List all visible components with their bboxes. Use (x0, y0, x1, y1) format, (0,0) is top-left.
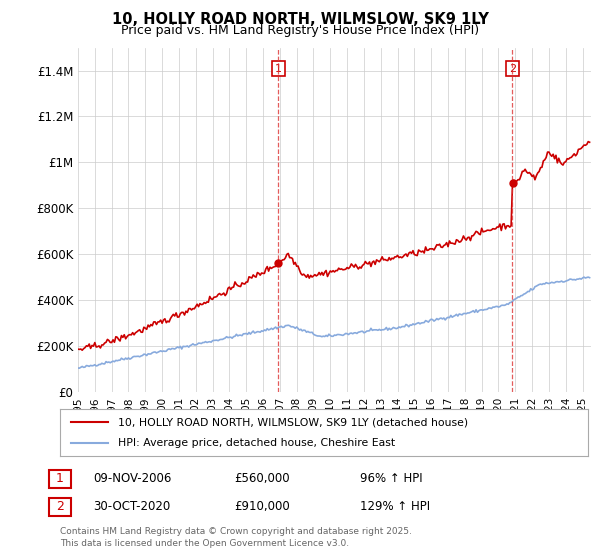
Text: Price paid vs. HM Land Registry's House Price Index (HPI): Price paid vs. HM Land Registry's House … (121, 24, 479, 36)
Text: 129% ↑ HPI: 129% ↑ HPI (360, 500, 430, 514)
FancyBboxPatch shape (49, 498, 71, 516)
Text: Contains HM Land Registry data © Crown copyright and database right 2025.
This d: Contains HM Land Registry data © Crown c… (60, 527, 412, 548)
Text: 1: 1 (56, 472, 64, 486)
Text: 2: 2 (56, 500, 64, 514)
Text: 09-NOV-2006: 09-NOV-2006 (93, 472, 172, 486)
Text: 96% ↑ HPI: 96% ↑ HPI (360, 472, 422, 486)
Text: £560,000: £560,000 (234, 472, 290, 486)
Text: 10, HOLLY ROAD NORTH, WILMSLOW, SK9 1LY (detached house): 10, HOLLY ROAD NORTH, WILMSLOW, SK9 1LY … (118, 417, 468, 427)
FancyBboxPatch shape (49, 470, 71, 488)
Text: 1: 1 (275, 64, 282, 74)
Text: 2: 2 (509, 64, 516, 74)
Text: 30-OCT-2020: 30-OCT-2020 (93, 500, 170, 514)
Text: HPI: Average price, detached house, Cheshire East: HPI: Average price, detached house, Ches… (118, 438, 395, 448)
Text: £910,000: £910,000 (234, 500, 290, 514)
Text: 10, HOLLY ROAD NORTH, WILMSLOW, SK9 1LY: 10, HOLLY ROAD NORTH, WILMSLOW, SK9 1LY (112, 12, 488, 27)
